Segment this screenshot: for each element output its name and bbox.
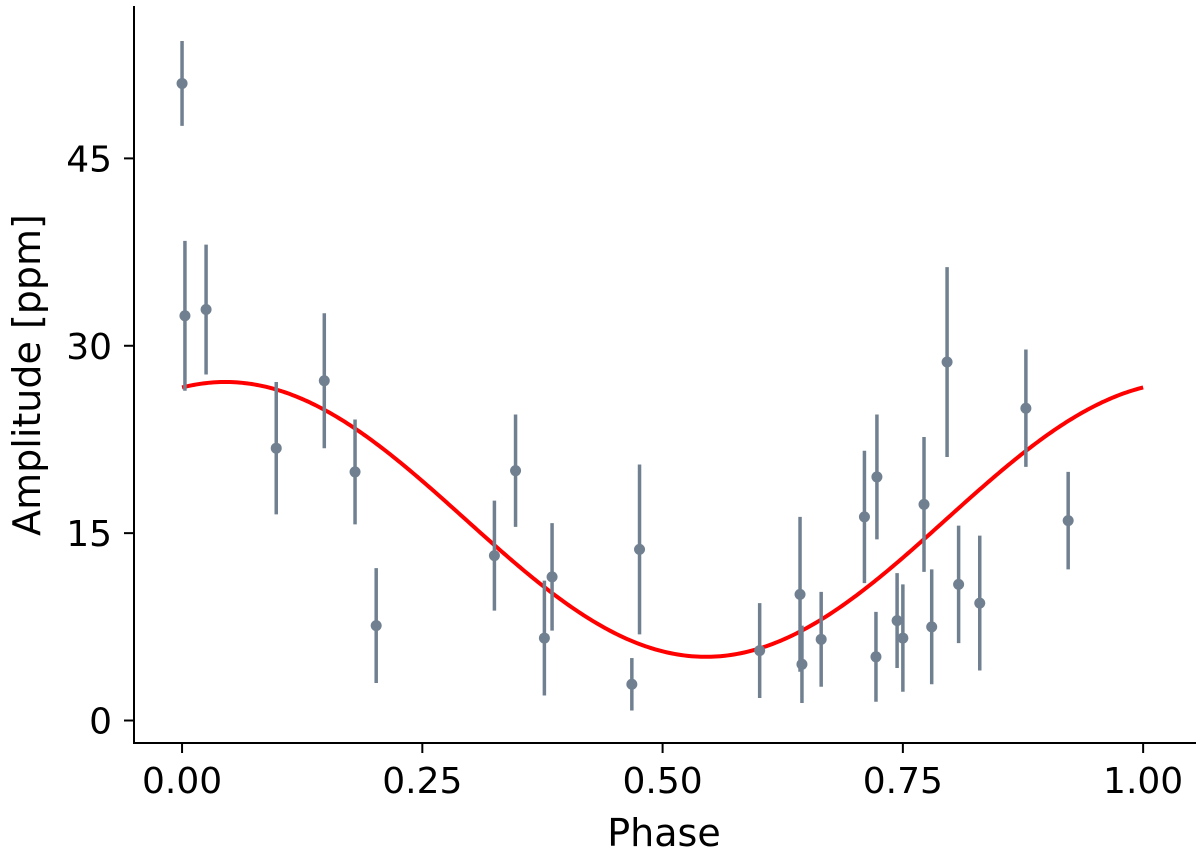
data-point <box>858 450 870 584</box>
fit-layer <box>181 379 1144 659</box>
point-marker <box>918 498 930 510</box>
data-point <box>634 464 646 635</box>
y-axis-title: Amplitude [ppm] <box>5 214 49 536</box>
point-marker <box>546 571 558 583</box>
data-point <box>794 516 806 672</box>
point-marker <box>974 597 986 609</box>
point-marker <box>370 620 382 632</box>
point-marker <box>634 543 646 555</box>
data-point <box>953 525 965 644</box>
x-tick-label: 0.75 <box>863 761 943 802</box>
data-point <box>941 267 953 457</box>
x-axis-title: Phase <box>607 811 720 853</box>
point-marker <box>871 471 883 483</box>
point-marker <box>897 632 909 644</box>
y-tick-label: 0 <box>89 702 112 743</box>
data-point <box>538 580 550 696</box>
point-marker <box>270 442 282 454</box>
data-point <box>370 568 382 684</box>
point-marker <box>941 356 953 368</box>
ticks-layer: 0.00 0.25 0.50 0.75 1.00 0 15 30 45 <box>66 139 1183 802</box>
point-marker <box>926 621 938 633</box>
point-marker <box>953 578 965 590</box>
point-marker <box>176 77 188 89</box>
data-point <box>200 244 212 375</box>
y-tick-label: 45 <box>66 139 112 180</box>
data-point <box>1062 471 1074 570</box>
data-point <box>270 381 282 515</box>
point-marker <box>870 651 882 663</box>
x-tick-label: 1.00 <box>1103 761 1183 802</box>
point-marker <box>318 375 330 387</box>
data-point <box>891 573 903 669</box>
data-point <box>488 500 500 611</box>
point-marker <box>200 304 212 316</box>
point-marker <box>891 615 903 627</box>
point-marker <box>538 632 550 644</box>
data-point <box>510 414 522 527</box>
point-marker <box>815 633 827 645</box>
data-point <box>926 569 938 685</box>
x-tick-label: 0.50 <box>623 761 703 802</box>
point-marker <box>794 588 806 600</box>
data-point <box>897 584 909 692</box>
point-marker <box>858 511 870 523</box>
y-tick-label: 15 <box>66 514 112 555</box>
axes-layer <box>133 6 1196 744</box>
point-marker <box>626 678 638 690</box>
y-tick-label: 30 <box>66 327 112 368</box>
data-point <box>318 313 330 449</box>
data-point <box>870 611 882 702</box>
data-point <box>918 436 930 572</box>
data-point <box>974 535 986 671</box>
data-points-layer <box>176 40 1074 711</box>
data-point <box>815 591 827 687</box>
point-marker <box>349 466 361 478</box>
data-point <box>754 603 766 699</box>
data-point <box>349 419 361 525</box>
data-point <box>176 40 188 126</box>
point-marker <box>510 465 522 477</box>
data-point <box>1020 349 1032 467</box>
fit-curve <box>181 379 1144 659</box>
data-point <box>546 523 558 631</box>
x-tick-label: 0.25 <box>382 761 462 802</box>
data-point <box>626 658 638 711</box>
point-marker <box>1020 402 1032 414</box>
data-point <box>871 414 883 540</box>
point-marker <box>488 550 500 562</box>
data-point <box>179 240 191 391</box>
point-marker <box>1062 515 1074 527</box>
point-marker <box>796 658 808 670</box>
data-point <box>796 625 808 704</box>
x-tick-label: 0.00 <box>142 761 222 802</box>
point-marker <box>754 645 766 657</box>
point-marker <box>179 310 191 322</box>
